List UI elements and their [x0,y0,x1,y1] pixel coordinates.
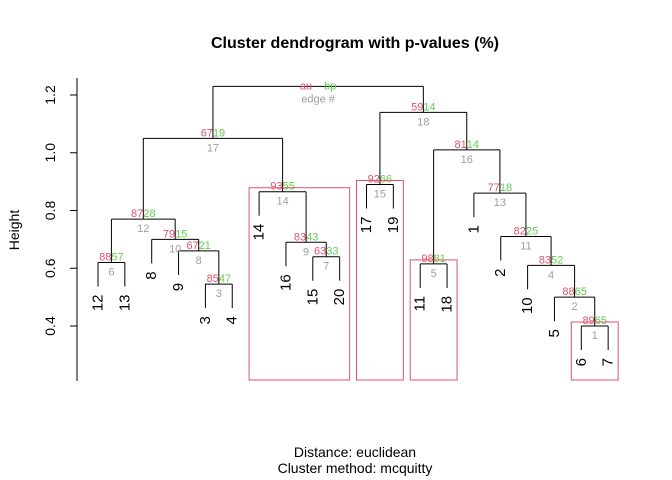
leaf-label-6: 6 [573,358,590,366]
chart-title: Cluster dendrogram with p-values (%) [211,35,499,52]
edge-number: 7 [323,261,329,273]
edge-number: 18 [417,116,429,128]
leaf-label-10: 10 [519,297,536,314]
legend-edge: edge # [301,93,336,105]
edge-number: 16 [461,154,473,166]
bp-value: 19 [213,127,225,139]
bp-value: 43 [306,231,318,243]
bp-value: 14 [423,101,435,113]
bp-value: 33 [326,246,338,258]
edge-number: 12 [137,223,149,235]
y-axis: 0.4 0.6 0.8 1.0 1.2 [42,78,78,381]
cluster-rectangles [248,180,619,381]
edge-number: 15 [374,189,386,201]
edge-number: 5 [431,268,437,280]
bp-value: 55 [283,181,295,193]
leaf-label-13: 13 [116,294,133,311]
leaf-label-3: 3 [197,316,214,324]
leaf-label-18: 18 [439,296,456,313]
au-value: 85 [207,273,219,285]
au-value: 93 [270,181,282,193]
bp-value: 81 [434,253,446,265]
leaf-label-15: 15 [304,289,321,306]
au-value: 83 [539,254,551,266]
au-value: 88 [99,251,111,263]
leaf-label-11: 11 [412,296,429,312]
edge-number: 6 [108,266,114,278]
edge-number: 17 [207,142,219,154]
leaf-label-9: 9 [170,283,187,291]
au-value: 82 [514,225,526,237]
bp-value: 14 [467,139,479,151]
leaf-label-16: 16 [277,274,294,291]
leaf-label-8: 8 [143,271,160,279]
au-value: 98 [421,253,433,265]
edge-number: 3 [216,288,222,300]
au-value: 63 [314,246,326,258]
method-subtitle: Cluster method: mcquitty [278,460,433,476]
au-value: 59 [411,101,423,113]
au-value: 89 [582,315,594,327]
cluster-rect [409,259,458,381]
edge-number: 11 [520,240,531,252]
au-value: 92 [368,174,380,186]
au-value: 83 [294,231,306,243]
cluster-rect [356,180,404,381]
y-tick-label: 0.8 [42,201,58,221]
bp-value: 65 [575,286,587,298]
edge-number: 1 [592,330,598,342]
au-value: 81 [455,139,467,151]
leaf-label-5: 5 [546,329,563,337]
leaf-label-4: 4 [224,316,241,324]
distance-subtitle: Distance: euclidean [294,444,416,460]
edge-number: 2 [572,301,578,313]
edge-number: 10 [169,243,181,255]
cluster-rect [248,187,351,381]
bp-value: 21 [199,240,211,252]
au-value: 67 [186,240,198,252]
edge-number: 9 [303,246,309,258]
au-value: 88 [562,286,574,298]
au-value: 67 [201,127,213,139]
bp-value: 66 [380,174,392,186]
y-tick-label: 1.2 [42,85,58,105]
au-value: 77 [488,182,500,194]
bp-value: 25 [526,225,538,237]
leaf-label-2: 2 [492,268,509,276]
leaf-label-20: 20 [331,289,348,306]
au-value: 87 [131,208,143,220]
bp-value: 52 [551,254,563,266]
edge-number: 8 [196,255,202,267]
legend-au: au [300,80,312,92]
bp-value: 15 [175,228,187,240]
bp-value: 18 [500,182,512,194]
edge-number: 4 [548,269,554,281]
leaf-label-12: 12 [90,294,107,311]
leaf-label-19: 19 [385,217,402,234]
leaf-label-7: 7 [600,358,617,366]
bp-value: 57 [111,251,123,263]
edge-number: 14 [276,196,288,208]
legend-bp: bp [324,80,336,92]
y-tick-label: 0.4 [42,316,58,336]
leaf-label-1: 1 [465,225,482,233]
bp-value: 47 [219,273,231,285]
bp-value: 65 [595,315,607,327]
y-axis-label: Height [6,210,22,251]
leaf-label-14: 14 [251,224,268,241]
y-tick-label: 0.6 [42,258,58,278]
edge-number: 13 [494,197,506,209]
bp-value: 28 [143,208,155,220]
y-tick-label: 1.0 [42,143,58,163]
au-value: 79 [163,228,175,240]
cluster-rect [570,321,619,381]
leaf-label-17: 17 [358,217,375,234]
